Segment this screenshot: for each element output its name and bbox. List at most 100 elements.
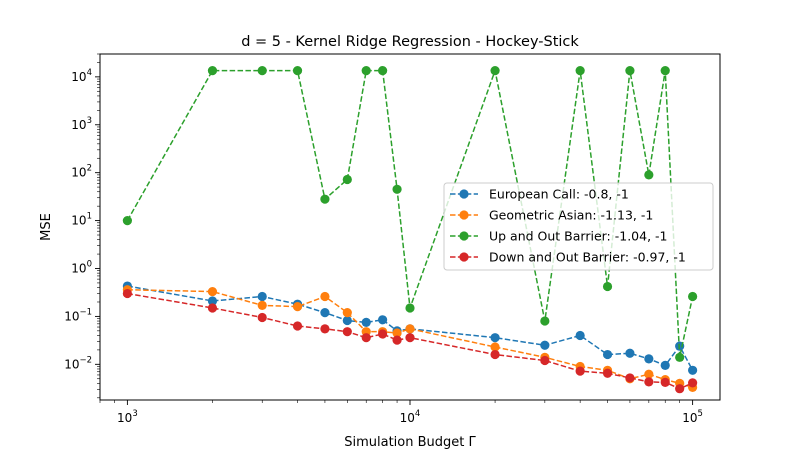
- data-point: [644, 354, 654, 364]
- data-point: [575, 330, 585, 341]
- data-point: [688, 291, 698, 302]
- y-tick-label-base: 10: [64, 357, 79, 371]
- y-tick-label-base: 10: [64, 309, 79, 323]
- y-tick-label-exponent: −1: [79, 307, 92, 317]
- x-tick-label: 104: [400, 409, 421, 425]
- y-tick-label: 10−1: [64, 307, 92, 323]
- legend-box: [443, 182, 714, 271]
- legend-marker: [459, 210, 469, 220]
- legend-marker: [459, 189, 469, 199]
- y-tick-label-base: 10: [71, 70, 86, 84]
- data-point: [122, 215, 132, 226]
- data-point: [122, 288, 132, 299]
- data-point: [342, 174, 352, 185]
- data-point: [378, 329, 388, 339]
- data-point: [625, 66, 635, 76]
- data-point: [207, 296, 218, 306]
- y-tick-label-exponent: 3: [87, 116, 92, 126]
- data-point: [292, 302, 303, 312]
- data-point: [660, 66, 670, 76]
- data-point: [342, 327, 352, 337]
- data-point: [675, 352, 685, 362]
- y-tick-label-exponent: 2: [87, 164, 92, 174]
- data-point: [320, 291, 330, 302]
- x-tick-label-base: 10: [400, 411, 415, 425]
- y-tick-label-exponent: 4: [87, 68, 92, 78]
- data-point: [292, 321, 303, 331]
- legend-marker: [459, 252, 469, 262]
- data-point: [602, 368, 613, 378]
- data-point: [625, 348, 635, 358]
- x-tick-label-exponent: 4: [415, 409, 420, 419]
- legend-marker: [459, 231, 469, 241]
- data-point: [378, 315, 388, 325]
- data-point: [207, 286, 218, 297]
- data-point: [688, 365, 698, 375]
- data-point: [660, 360, 670, 370]
- data-point: [207, 66, 218, 76]
- data-point: [320, 194, 330, 204]
- data-point: [361, 317, 371, 327]
- legend-label: European Call: -0.8, -1: [489, 187, 629, 202]
- data-point: [490, 349, 500, 360]
- y-tick-label: 10−2: [64, 355, 92, 371]
- x-tick-label-base: 10: [682, 411, 697, 425]
- data-point: [320, 308, 330, 318]
- data-point: [207, 303, 218, 313]
- data-point: [575, 66, 585, 76]
- x-axis-label: Simulation Budget Γ: [344, 435, 476, 450]
- y-tick-label-base: 10: [71, 214, 86, 228]
- data-point: [392, 184, 402, 194]
- data-point: [257, 300, 267, 310]
- data-point: [405, 324, 415, 334]
- data-point: [490, 333, 500, 343]
- legend-label: Geometric Asian: -1.13, -1: [489, 208, 653, 223]
- data-point: [320, 324, 330, 334]
- data-point: [490, 342, 500, 352]
- data-point: [644, 170, 654, 180]
- y-tick-label: 101: [71, 212, 92, 228]
- x-tick-label-exponent: 3: [132, 409, 137, 419]
- data-point: [392, 335, 402, 345]
- legend-label: Down and Out Barrier: -0.97, -1: [489, 250, 686, 265]
- data-point: [675, 384, 685, 394]
- data-point: [342, 308, 352, 318]
- data-point: [540, 316, 550, 326]
- data-point: [540, 340, 550, 350]
- x-tick-label-base: 10: [117, 411, 132, 425]
- data-point: [660, 377, 670, 387]
- y-tick-label-exponent: 1: [87, 212, 92, 222]
- data-point: [688, 378, 698, 388]
- legend-label: Up and Out Barrier: -1.04, -1: [489, 229, 668, 244]
- data-point: [405, 333, 415, 343]
- data-point: [602, 349, 613, 360]
- data-point: [644, 377, 654, 387]
- data-point: [257, 312, 267, 323]
- y-tick-label: 102: [71, 164, 92, 180]
- data-point: [257, 291, 267, 302]
- y-tick-label-exponent: 0: [87, 259, 92, 269]
- data-point: [490, 66, 500, 76]
- y-tick-label: 104: [71, 68, 92, 84]
- x-tick-label-exponent: 5: [698, 409, 703, 419]
- data-point: [575, 366, 585, 376]
- y-tick-label-exponent: −2: [79, 355, 92, 365]
- data-point: [292, 66, 303, 76]
- x-tick-label: 105: [682, 409, 703, 425]
- chart-title: d = 5 - Kernel Ridge Regression - Hockey…: [241, 34, 579, 50]
- y-tick-label-base: 10: [71, 166, 86, 180]
- y-axis-label: MSE: [39, 213, 54, 241]
- y-tick-label-base: 10: [71, 261, 86, 275]
- data-point: [361, 333, 371, 343]
- series-layer: [122, 66, 698, 394]
- y-tick-label-base: 10: [71, 118, 86, 132]
- data-point: [342, 315, 352, 326]
- data-point: [257, 66, 267, 76]
- y-tick-label: 100: [71, 259, 92, 275]
- series-group: [122, 288, 698, 394]
- data-point: [625, 373, 635, 383]
- series-group: [122, 66, 698, 362]
- y-tick-label: 103: [71, 116, 92, 132]
- data-point: [602, 281, 613, 292]
